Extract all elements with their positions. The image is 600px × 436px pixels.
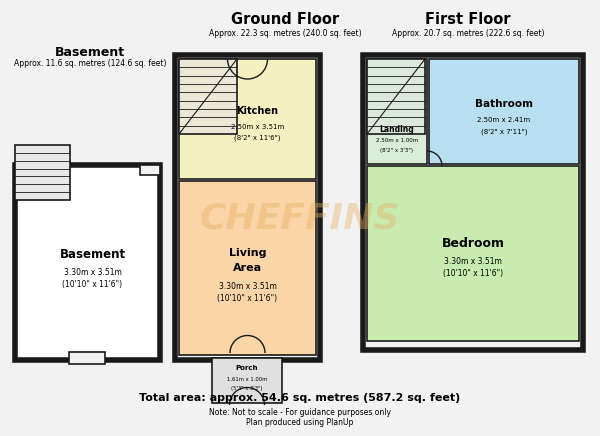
Text: CHEFFINS: CHEFFINS: [200, 201, 400, 235]
Text: (10'10" x 11'6"): (10'10" x 11'6"): [217, 293, 278, 303]
Text: 3.30m x 3.51m: 3.30m x 3.51m: [218, 282, 277, 290]
Text: 2.50m x 3.51m: 2.50m x 3.51m: [231, 124, 284, 130]
Text: First Floor: First Floor: [425, 13, 511, 27]
Text: Approx. 22.3 sq. metres (240.0 sq. feet): Approx. 22.3 sq. metres (240.0 sq. feet): [209, 28, 361, 37]
Bar: [175, 55, 320, 360]
Bar: [363, 55, 583, 350]
Text: Approx. 11.6 sq. metres (124.6 sq. feet): Approx. 11.6 sq. metres (124.6 sq. feet): [14, 59, 166, 68]
Bar: [179, 59, 237, 134]
Bar: [179, 181, 316, 355]
Text: Basement: Basement: [55, 45, 125, 58]
Text: Bedroom: Bedroom: [442, 237, 505, 250]
Bar: [69, 352, 105, 364]
Text: Plan produced using PlanUp: Plan produced using PlanUp: [247, 418, 353, 426]
Bar: [429, 59, 579, 164]
Text: (5'3" x 3'3"): (5'3" x 3'3"): [231, 385, 263, 391]
Text: (8'2" x 7'11"): (8'2" x 7'11"): [481, 128, 527, 135]
Text: Ground Floor: Ground Floor: [231, 13, 339, 27]
Text: Living: Living: [229, 248, 266, 258]
Text: (10'10" x 11'6"): (10'10" x 11'6"): [443, 269, 503, 278]
Text: (8'2" x 3'3"): (8'2" x 3'3"): [380, 148, 413, 153]
Text: Approx. 20.7 sq. metres (222.6 sq. feet): Approx. 20.7 sq. metres (222.6 sq. feet): [392, 28, 544, 37]
Text: (10'10" x 11'6"): (10'10" x 11'6"): [62, 280, 122, 289]
Text: 3.30m x 3.51m: 3.30m x 3.51m: [444, 257, 502, 266]
Text: Basement: Basement: [59, 248, 125, 261]
Text: 2.50m x 2.41m: 2.50m x 2.41m: [478, 116, 530, 123]
Text: Total area: approx. 54.6 sq. metres (587.2 sq. feet): Total area: approx. 54.6 sq. metres (587…: [139, 393, 461, 403]
Bar: [367, 59, 425, 134]
Bar: [15, 165, 160, 360]
Bar: [367, 59, 427, 164]
Text: Note: Not to scale - For guidance purposes only: Note: Not to scale - For guidance purpos…: [209, 408, 391, 416]
Text: Kitchen: Kitchen: [236, 106, 278, 116]
Text: Landing: Landing: [380, 125, 415, 134]
Bar: [15, 145, 70, 200]
Bar: [212, 358, 282, 403]
Bar: [367, 166, 579, 341]
Text: Area: Area: [233, 263, 262, 273]
Text: Porch: Porch: [236, 365, 258, 371]
Bar: [140, 165, 160, 175]
Text: 3.30m x 3.51m: 3.30m x 3.51m: [64, 268, 121, 277]
Text: 2.50m x 1.00m: 2.50m x 1.00m: [376, 138, 418, 143]
Text: 1.61m x 1.00m: 1.61m x 1.00m: [227, 377, 267, 382]
Text: Bathroom: Bathroom: [475, 99, 533, 109]
Text: (8'2" x 11'6"): (8'2" x 11'6"): [234, 135, 281, 141]
Bar: [179, 59, 316, 179]
